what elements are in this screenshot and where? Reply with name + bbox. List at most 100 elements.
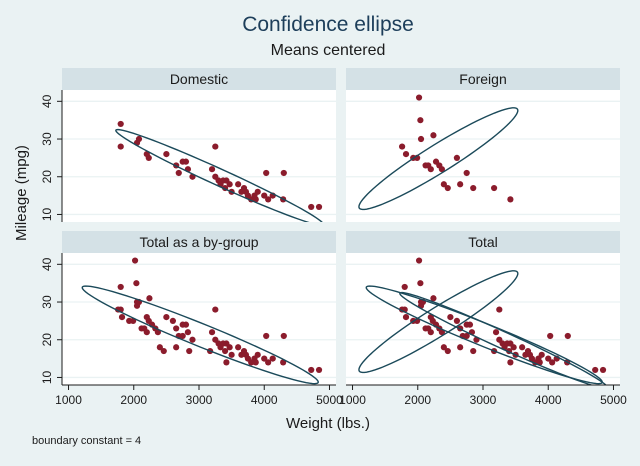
panel-4: Total 1000 2000 3000 4000 5000 <box>339 231 627 407</box>
data-point <box>182 321 190 328</box>
data-point <box>117 120 124 128</box>
data-point <box>466 321 474 328</box>
boundary-note: boundary constant = 4 <box>32 435 141 447</box>
data-point <box>226 181 233 188</box>
panel-strip <box>346 68 620 90</box>
y-tick-label: 20 <box>40 333 54 347</box>
data-point <box>254 351 261 358</box>
panel-title: Domestic <box>170 71 228 87</box>
data-point <box>226 344 233 351</box>
data-point <box>175 169 182 177</box>
data-point <box>599 366 607 374</box>
data-point <box>252 196 259 203</box>
panel-strip <box>62 231 336 253</box>
data-point <box>538 351 545 358</box>
data-point <box>208 166 216 173</box>
data-point <box>265 359 272 366</box>
data-point <box>163 314 170 321</box>
panel-3: Total as a by-group 10 20 30 40 1000 2000 3000 4… <box>40 231 343 407</box>
panel-title: Total as a by-group <box>139 234 258 250</box>
x-tick-label: 2000 <box>120 393 147 407</box>
data-point <box>261 192 268 199</box>
data-point <box>308 366 315 374</box>
data-point <box>223 359 230 366</box>
data-point <box>402 314 410 321</box>
data-point <box>457 181 464 188</box>
data-point <box>564 332 571 340</box>
data-point <box>308 203 315 211</box>
data-point <box>169 317 177 324</box>
data-point <box>440 344 447 351</box>
data-point <box>135 135 143 143</box>
plot-area <box>62 90 336 222</box>
data-point <box>463 169 470 177</box>
plot-content <box>358 257 607 385</box>
data-point <box>212 143 219 150</box>
data-point <box>261 355 268 362</box>
x-tick-label: 3000 <box>470 393 497 407</box>
data-point <box>235 181 242 188</box>
panel-title: Total <box>468 234 498 250</box>
data-point <box>156 344 163 351</box>
data-point <box>399 143 406 150</box>
chart-subtitle: Means centered <box>271 42 386 59</box>
data-point <box>254 188 261 195</box>
data-point <box>118 314 126 321</box>
data-point <box>402 151 410 158</box>
data-point <box>438 166 445 173</box>
confidence-ellipse <box>358 270 519 374</box>
data-point <box>496 306 503 313</box>
data-point <box>143 329 150 336</box>
data-point <box>208 329 216 336</box>
data-point <box>492 329 500 336</box>
data-point <box>173 325 180 332</box>
data-point <box>463 332 470 340</box>
y-tick-label: 30 <box>40 132 54 146</box>
confidence-ellipse <box>365 285 603 385</box>
data-point <box>549 359 556 366</box>
data-point <box>179 332 186 340</box>
data-point <box>160 347 167 355</box>
panel-1: Domestic 10 20 30 40 <box>40 68 336 222</box>
data-point <box>592 366 599 374</box>
x-tick-label: 5000 <box>600 393 627 407</box>
data-point <box>186 347 193 355</box>
y-tick-label: 10 <box>40 207 54 221</box>
data-point <box>447 314 454 321</box>
y-tick-label: 40 <box>40 94 54 108</box>
data-point <box>519 344 526 351</box>
data-point <box>182 158 190 165</box>
data-point <box>507 359 514 366</box>
panel-strip <box>62 68 336 90</box>
data-point <box>415 257 423 264</box>
data-point <box>417 135 425 143</box>
data-point <box>417 280 424 287</box>
data-point <box>470 347 477 355</box>
panel-2: Foreign <box>346 68 620 222</box>
data-point <box>117 283 124 291</box>
data-point <box>427 166 434 173</box>
data-point <box>252 359 259 366</box>
data-point <box>280 332 287 340</box>
x-tick-label: 4000 <box>251 393 278 407</box>
data-point <box>163 151 170 158</box>
plot-content <box>81 257 323 385</box>
data-point <box>415 94 423 101</box>
data-point <box>427 329 434 336</box>
panel-title: Foreign <box>459 71 506 87</box>
x-tick-label: 4000 <box>535 393 562 407</box>
data-point <box>146 295 153 302</box>
data-point <box>315 366 323 374</box>
data-point <box>315 203 323 211</box>
confidence-ellipse <box>115 128 323 222</box>
data-point <box>510 344 517 351</box>
y-tick-label: 30 <box>40 295 54 309</box>
data-point <box>547 332 554 340</box>
y-tick-label: 10 <box>40 370 54 384</box>
data-point <box>265 196 272 203</box>
confidence-ellipse <box>358 107 519 211</box>
data-point <box>117 143 124 150</box>
data-point <box>453 154 461 161</box>
y-tick-label: 20 <box>40 170 54 184</box>
